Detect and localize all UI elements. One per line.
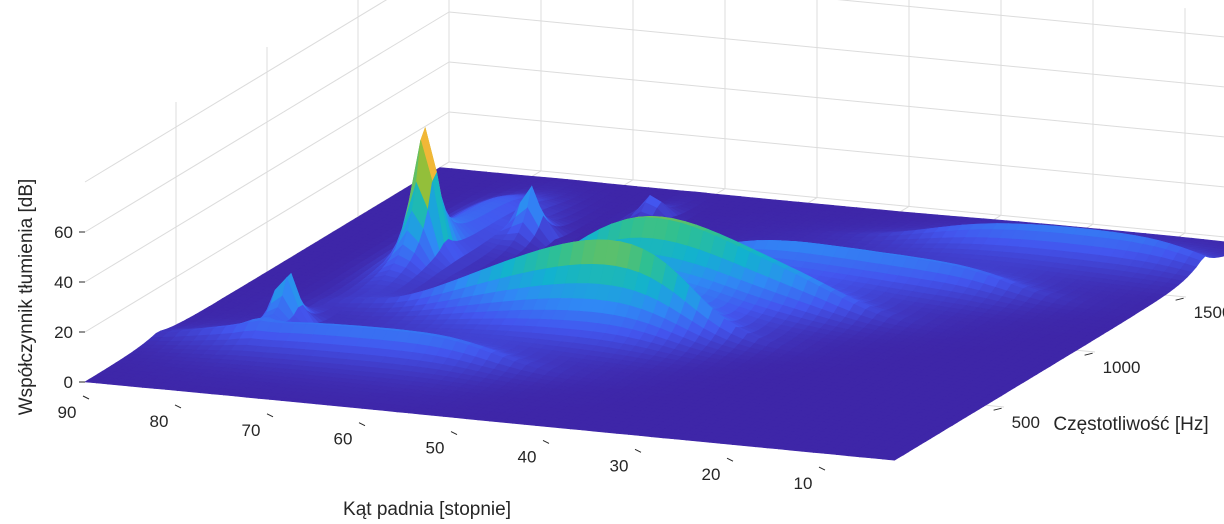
surface-plot xyxy=(84,126,1224,461)
grid-line xyxy=(448,11,1224,88)
grid-line xyxy=(448,111,1224,188)
grid-line xyxy=(448,161,1224,238)
grid-line xyxy=(837,0,1224,38)
grid-line xyxy=(448,61,1224,138)
